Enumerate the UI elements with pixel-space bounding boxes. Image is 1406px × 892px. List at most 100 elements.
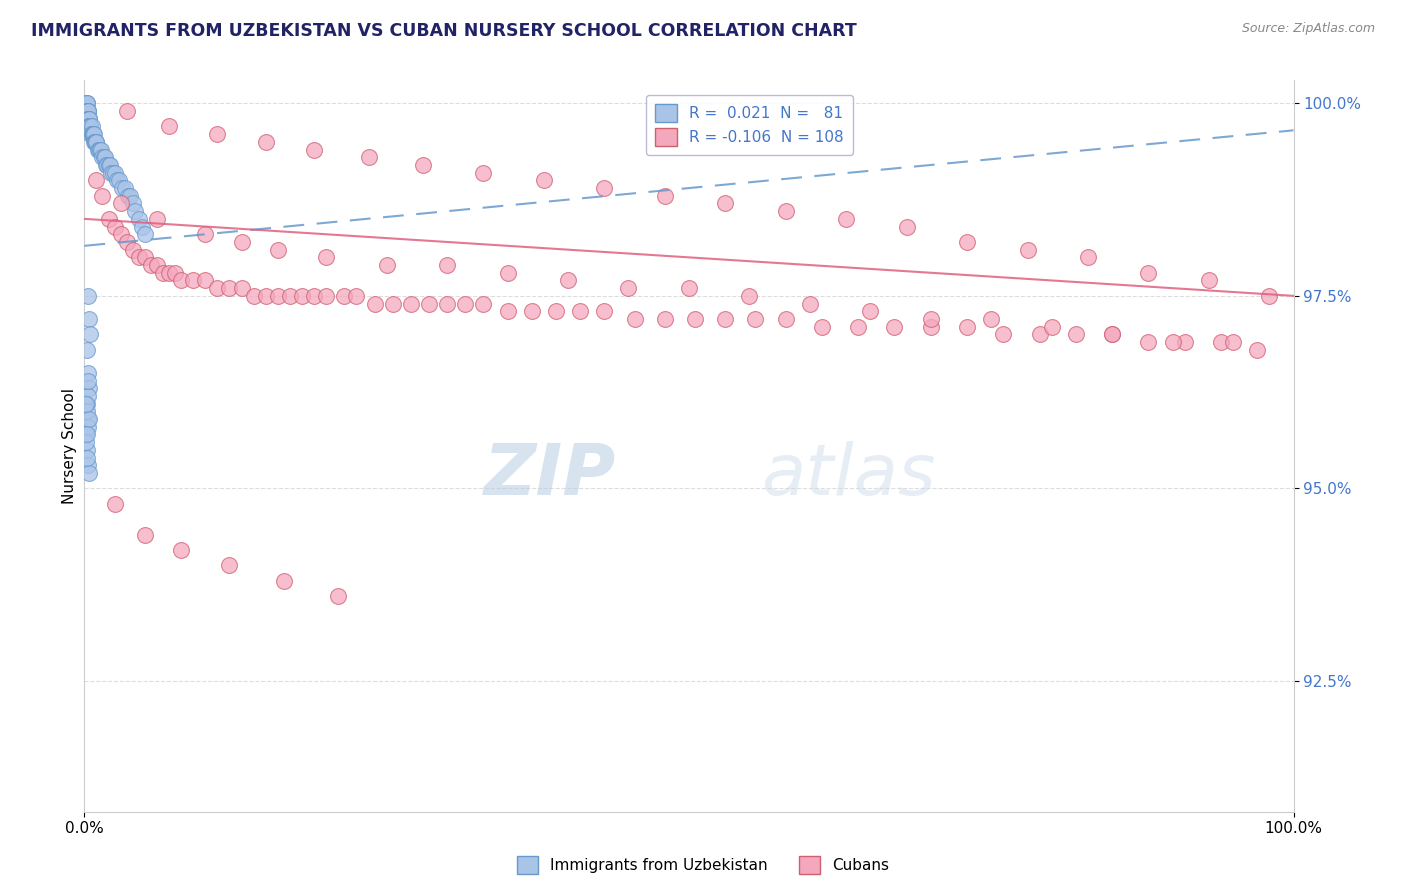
Text: Source: ZipAtlas.com: Source: ZipAtlas.com [1241, 22, 1375, 36]
Point [678, 281, 700, 295]
Point [207, 281, 229, 295]
Point [418, 296, 440, 310]
Point [108, 173, 131, 187]
Point [128, 211, 150, 226]
Point [77, 112, 100, 126]
Point [302, 143, 325, 157]
Point [291, 289, 314, 303]
Point [683, 312, 706, 326]
Point [254, 135, 277, 149]
Y-axis label: Nursery School: Nursery School [62, 388, 77, 504]
Point [920, 312, 942, 326]
Point [76, 404, 98, 418]
Point [91, 188, 114, 202]
Point [91, 150, 114, 164]
Point [811, 319, 834, 334]
Point [1137, 334, 1160, 349]
Point [128, 251, 150, 265]
Point [593, 181, 616, 195]
Point [472, 296, 495, 310]
Point [231, 281, 253, 295]
Point [115, 235, 138, 249]
Point [80, 127, 103, 141]
Point [103, 166, 125, 180]
Point [980, 312, 1002, 326]
Point [775, 204, 797, 219]
Point [654, 188, 676, 202]
Point [97, 211, 120, 226]
Point [77, 419, 100, 434]
Point [496, 304, 519, 318]
Point [83, 127, 105, 141]
Point [77, 112, 100, 126]
Point [278, 289, 301, 303]
Point [79, 120, 101, 134]
Point [77, 366, 100, 380]
Point [254, 289, 277, 303]
Point [194, 227, 217, 242]
Point [207, 127, 229, 141]
Point [86, 135, 108, 149]
Point [835, 211, 858, 226]
Point [181, 273, 204, 287]
Point [75, 427, 97, 442]
Point [131, 219, 153, 234]
Point [75, 96, 97, 111]
Point [799, 296, 821, 310]
Point [77, 112, 100, 126]
Point [1028, 327, 1050, 342]
Point [375, 258, 398, 272]
Point [1077, 251, 1099, 265]
Point [110, 196, 132, 211]
Point [76, 427, 98, 442]
Point [97, 158, 120, 172]
Point [472, 166, 495, 180]
Point [1161, 334, 1184, 349]
Point [86, 143, 108, 157]
Point [218, 281, 240, 295]
Point [121, 243, 143, 257]
Point [75, 96, 97, 111]
Point [139, 258, 162, 272]
Point [77, 412, 100, 426]
Point [267, 289, 290, 303]
Point [76, 96, 98, 111]
Point [744, 312, 766, 326]
Point [896, 219, 918, 234]
Point [738, 289, 761, 303]
Point [315, 289, 337, 303]
Point [1222, 334, 1244, 349]
Point [77, 289, 100, 303]
Point [77, 112, 100, 126]
Point [77, 104, 100, 119]
Point [77, 381, 100, 395]
Point [846, 319, 869, 334]
Point [114, 181, 136, 195]
Point [124, 204, 146, 219]
Point [920, 319, 942, 334]
Point [134, 227, 156, 242]
Point [654, 312, 676, 326]
Point [77, 312, 100, 326]
Point [1101, 327, 1123, 342]
Point [146, 258, 169, 272]
Text: ZIP: ZIP [484, 441, 616, 509]
Point [75, 397, 97, 411]
Point [956, 235, 979, 249]
Point [496, 266, 519, 280]
Point [1137, 266, 1160, 280]
Point [83, 135, 105, 149]
Point [157, 120, 180, 134]
Point [544, 304, 567, 318]
Point [79, 127, 101, 141]
Point [86, 135, 108, 149]
Point [1246, 343, 1268, 357]
Point [84, 135, 107, 149]
Point [1209, 334, 1232, 349]
Point [77, 112, 100, 126]
Text: IMMIGRANTS FROM UZBEKISTAN VS CUBAN NURSERY SCHOOL CORRELATION CHART: IMMIGRANTS FROM UZBEKISTAN VS CUBAN NURS… [31, 22, 856, 40]
Point [346, 289, 368, 303]
Point [1040, 319, 1063, 334]
Point [363, 296, 385, 310]
Point [77, 104, 100, 119]
